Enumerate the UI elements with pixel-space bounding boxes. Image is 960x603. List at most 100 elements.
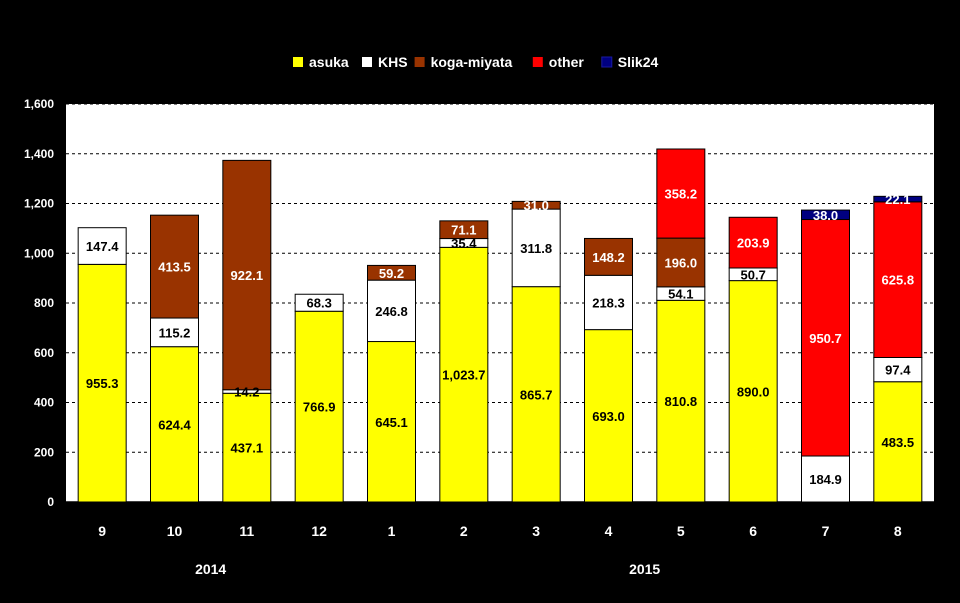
data-label: 14.2 [234, 385, 259, 400]
data-label: 71.1 [451, 223, 476, 238]
data-label: 147.4 [86, 239, 119, 254]
data-label: 148.2 [592, 250, 625, 265]
bar-segment-khs-9 [77, 227, 127, 265]
x-tick-label: 8 [894, 523, 902, 539]
data-label: 203.9 [737, 236, 770, 251]
legend-label: koga-miyata [431, 54, 513, 70]
y-axis: 0 200 400 600 800 1,000 1,200 1,400 1,600 [24, 97, 934, 509]
data-label: 54.1 [668, 287, 693, 302]
data-label: 950.7 [809, 331, 842, 346]
data-label: 97.4 [885, 363, 911, 378]
legend-swatch-slik24 [601, 56, 613, 68]
legend-swatch-asuka [293, 57, 303, 67]
y-tick-label: 1,600 [24, 97, 54, 111]
x-tick-label: 6 [749, 523, 757, 539]
legend-label: asuka [309, 54, 349, 70]
y-tick-label: 400 [34, 396, 54, 410]
data-label: 50.7 [741, 267, 766, 282]
y-tick-label: 1,000 [24, 246, 54, 260]
data-label: 645.1 [375, 415, 408, 430]
year-group-label: 2014 [195, 561, 226, 577]
bar-segment-khs-12 [294, 293, 344, 312]
y-tick-label: 600 [34, 346, 54, 360]
bar-segment-asuka-11 [222, 392, 272, 503]
data-label: 358.2 [665, 187, 698, 202]
bar-segment-khs-3 [511, 208, 561, 288]
data-label: 625.8 [882, 273, 915, 288]
gridlines [66, 103, 934, 453]
data-label: 624.4 [158, 417, 191, 432]
x-tick-label: 9 [98, 523, 106, 539]
bar-segment-asuka-8 [873, 381, 923, 503]
data-label: 810.8 [665, 394, 698, 409]
bar-segment-slik24-8 [873, 195, 923, 203]
data-labels: 955.3 147.4 624.4 115.2 413.5 437.1 14.2 922.1 7… [86, 187, 914, 487]
legend: asuka KHS koga-miyata other Slik24 [293, 54, 658, 70]
x-tick-label: 7 [822, 523, 830, 539]
data-label: 922.1 [231, 268, 264, 283]
legend-label: KHS [378, 54, 408, 70]
bar-segment-khs-10 [150, 317, 199, 348]
data-label: 413.5 [158, 260, 191, 275]
y-tick-label: 800 [34, 296, 54, 310]
bar-segment-asuka-3 [511, 286, 561, 503]
bar-segment-asuka-4 [584, 329, 633, 503]
bar-segment-other-8 [873, 201, 923, 359]
bar-segment-koga-miyata-2 [439, 220, 489, 240]
bar-segment-koga-miyata-4 [584, 237, 633, 276]
bar-segment-asuka-2 [439, 246, 489, 503]
bars [77, 148, 923, 503]
legend-label: Slik24 [618, 54, 659, 70]
data-label: 1,023.7 [442, 368, 485, 383]
data-label: 68.3 [307, 296, 332, 311]
x-tick-label: 12 [311, 523, 327, 539]
data-label: 483.5 [882, 435, 915, 450]
data-label: 184.9 [809, 472, 842, 487]
bar-segment-koga-miyata-1 [367, 264, 416, 281]
data-label: 865.7 [520, 387, 553, 402]
bar-segment-koga-miyata-5 [656, 237, 706, 288]
bar-segment-asuka-6 [728, 280, 778, 503]
x-tick-label: 4 [605, 523, 613, 539]
data-label: 35.4 [451, 236, 477, 251]
bar-segment-koga-miyata-11 [222, 159, 272, 391]
legend-swatch-other [532, 57, 543, 67]
data-label: 31.0 [524, 198, 549, 213]
bar-segment-asuka-5 [656, 299, 706, 503]
bar-segment-koga-miyata-10 [150, 214, 199, 319]
data-label: 437.1 [231, 441, 264, 456]
x-tick-label: 5 [677, 523, 685, 539]
x-tick-label: 10 [167, 523, 183, 539]
data-label: 115.2 [159, 325, 191, 340]
bar-segment-khs-1 [367, 279, 416, 343]
data-label: 311.8 [520, 241, 552, 256]
bar-segment-asuka-9 [77, 263, 127, 503]
data-label: 38.0 [813, 208, 838, 223]
bar-segment-asuka-12 [294, 310, 344, 503]
x-tick-label: 11 [239, 523, 254, 539]
data-label: 218.3 [592, 295, 625, 310]
y-tick-label: 0 [47, 495, 54, 509]
data-label: 890.0 [737, 384, 770, 399]
bar-segment-asuka-10 [150, 346, 199, 503]
y-tick-label: 200 [34, 445, 54, 459]
legend-swatch-koga-miyata [414, 57, 425, 67]
x-tick-label: 3 [532, 523, 540, 539]
y-tick-label: 1,400 [24, 147, 54, 161]
data-label: 59.2 [379, 266, 404, 281]
y-tick-label: 1,200 [24, 197, 54, 211]
data-label: 766.9 [303, 400, 336, 415]
year-group-label: 2015 [629, 561, 660, 577]
data-label: 955.3 [86, 376, 119, 391]
bar-segment-koga-miyata-3 [511, 200, 561, 210]
x-tick-label: 1 [388, 523, 396, 539]
bar-segment-slik24-7 [801, 209, 850, 221]
bar-segment-other-5 [656, 148, 706, 239]
data-label: 246.8 [375, 304, 408, 319]
x-tick-label: 2 [460, 523, 468, 539]
data-label: 22.1 [885, 192, 910, 207]
legend-swatch-khs [362, 57, 372, 67]
